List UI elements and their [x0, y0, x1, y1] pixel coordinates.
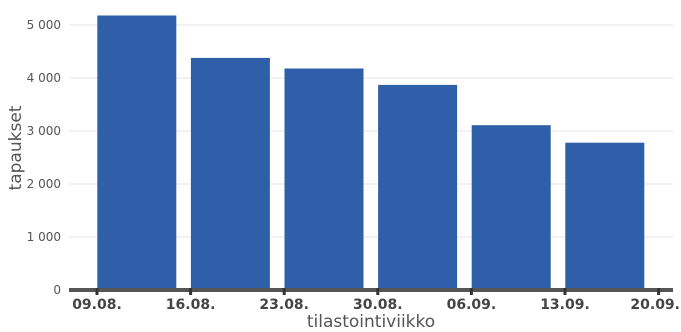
y-tick-label: 1 000 [27, 230, 61, 244]
bar [97, 15, 177, 290]
bars [97, 15, 645, 291]
y-tick-label: 4 000 [27, 71, 61, 85]
bar [284, 68, 364, 290]
y-tick-label: 2 000 [27, 177, 61, 191]
x-tick-label: 20.09. [630, 297, 680, 313]
bar [190, 57, 270, 291]
x-tick-label: 30.08. [353, 297, 403, 313]
x-tick-label: 09.08. [72, 297, 122, 313]
bar [565, 142, 645, 290]
y-axis-ticks: 0 1 000 2 000 3 000 4 000 5 000 [27, 18, 61, 297]
x-tick-label: 23.08. [259, 297, 309, 313]
bar [471, 125, 551, 290]
y-tick-label: 5 000 [27, 18, 61, 32]
y-tick-label: 3 000 [27, 124, 61, 138]
bar [378, 84, 458, 291]
x-tick-label: 16.08. [166, 297, 216, 313]
y-axis-title: tapaukset [6, 105, 26, 190]
x-axis-ticks: 09.08. 16.08. 23.08. 30.08. 06.09. 13.09. 20.0… [72, 288, 680, 313]
y-tick-label: 0 [53, 283, 61, 297]
x-tick-label: 06.09. [447, 297, 497, 313]
x-axis-title: tilastointiviikko [307, 312, 435, 332]
x-tick-label: 13.09. [540, 297, 590, 313]
